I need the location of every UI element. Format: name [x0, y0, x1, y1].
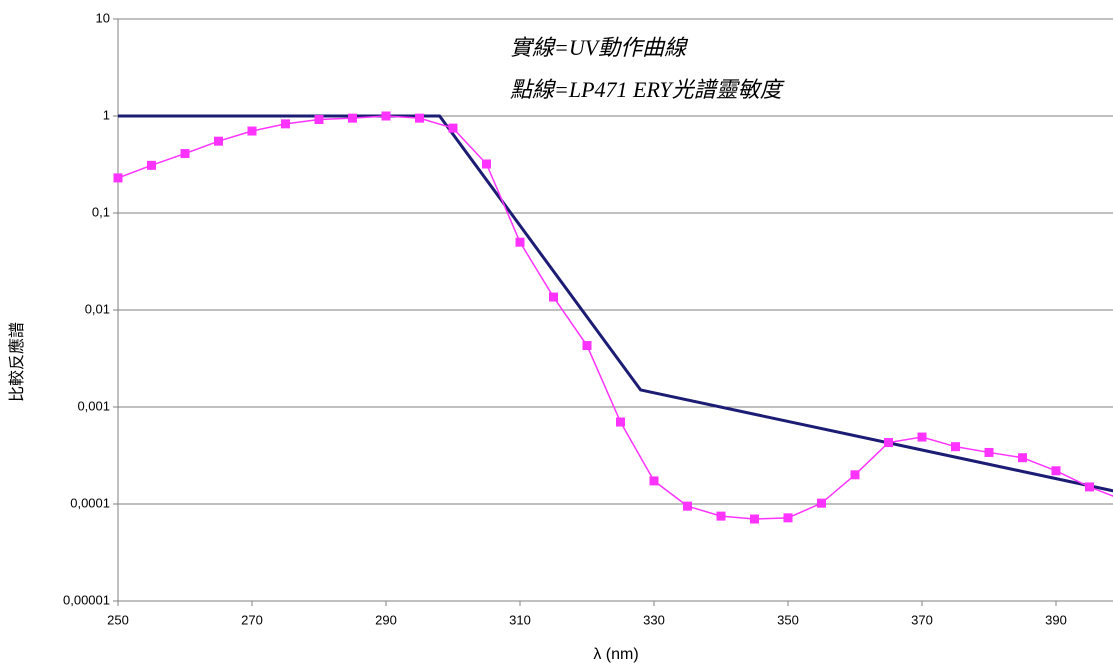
marker [616, 417, 625, 427]
x-tick-label: 350 [777, 612, 799, 627]
marker [649, 476, 659, 486]
x-axis-title: λ (nm) [593, 646, 638, 663]
marker [951, 442, 960, 452]
marker [515, 237, 525, 247]
marker [281, 119, 290, 129]
y-tick-label: 0,01 [85, 301, 110, 316]
marker [180, 149, 190, 159]
marker [448, 123, 458, 133]
annotation: 點線=LP471 ERY光譜靈敏度 [510, 77, 785, 102]
x-tick-label: 290 [375, 612, 397, 627]
marker [850, 470, 860, 480]
y-tick-label: 1 [103, 107, 110, 122]
marker [549, 292, 558, 302]
y-tick-label: 10 [96, 10, 110, 25]
marker [817, 498, 826, 508]
y-tick-label: 0,0001 [70, 495, 110, 510]
y-tick-label: 0,00001 [63, 592, 110, 607]
x-tick-label: 270 [241, 612, 263, 627]
marker [716, 511, 726, 521]
x-tick-label: 390 [1045, 612, 1067, 627]
marker [884, 438, 893, 448]
marker [247, 126, 257, 136]
marker [1018, 453, 1027, 463]
marker [482, 159, 491, 169]
y-axis-title: 比較反應譜 [7, 322, 26, 402]
marker [214, 136, 223, 146]
marker [381, 111, 391, 121]
series-line [118, 114, 1113, 493]
marker [683, 501, 692, 511]
marker [348, 113, 357, 123]
marker [1051, 466, 1061, 476]
x-tick-label: 330 [643, 612, 665, 627]
y-tick-label: 0,001 [77, 398, 110, 413]
marker [582, 341, 592, 351]
marker [415, 113, 424, 123]
marker [783, 513, 793, 523]
x-tick-label: 250 [107, 612, 129, 627]
marker [147, 160, 156, 170]
annotation: 實線=UV動作曲線 [510, 35, 689, 60]
marker [750, 514, 759, 524]
marker [917, 432, 927, 442]
y-tick-label: 0,1 [92, 204, 110, 219]
marker [113, 173, 123, 183]
x-tick-label: 310 [509, 612, 531, 627]
x-tick-label: 370 [911, 612, 933, 627]
marker [984, 447, 994, 457]
marker [314, 115, 324, 125]
marker [1085, 482, 1094, 492]
